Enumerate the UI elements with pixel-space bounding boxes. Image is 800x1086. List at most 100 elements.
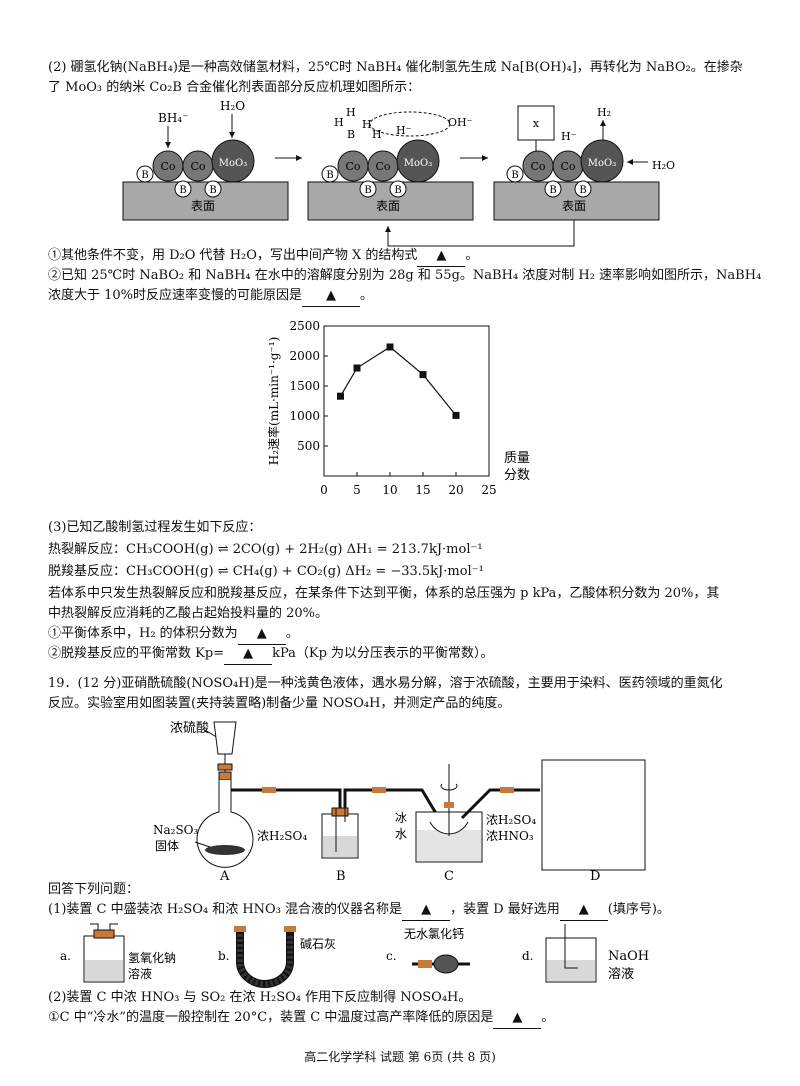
series-line [339, 346, 457, 416]
sec3-q2: ②脱羧基反应的平衡常数 Kp= ▲ kPa（Kp 为以分压表示的平衡常数）。 [48, 644, 760, 665]
reaction-1: 热裂解反应：CH₃COOH(g) ⇌ 2CO(g) + 2H₂(g) ΔH₁ =… [48, 542, 483, 557]
mechanism-panel-1: 表面 Co Co MoO₃ B B B BH₄⁻ H₂O [122, 99, 289, 221]
q2-1-line: ①其他条件不变，用 D₂O 代替 H₂O，写出中间产物 X 的结构式 ▲。 [48, 246, 760, 267]
svg-text:碱石灰: 碱石灰 [300, 937, 336, 951]
svg-text:MoO₃: MoO₃ [219, 158, 247, 169]
svg-text:H: H [334, 116, 344, 129]
svg-text:Co: Co [190, 160, 205, 173]
svg-text:H: H [372, 128, 382, 141]
svg-text:H⁻: H⁻ [561, 130, 577, 143]
svg-text:Co: Co [530, 160, 545, 173]
sec3-title: (3)已知乙酸制氢过程发生如下反应： [48, 520, 262, 535]
svg-text:Na₂SO₃: Na₂SO₃ [153, 823, 199, 837]
svg-text:Co: Co [345, 160, 360, 173]
svg-text:x: x [533, 117, 540, 130]
answer-blank[interactable]: ▲ [493, 1008, 542, 1029]
svg-text:表面: 表面 [376, 199, 400, 213]
svg-text:Co: Co [560, 160, 575, 173]
answer-intro: 回答下列问题： [48, 882, 140, 897]
svg-text:B: B [394, 185, 401, 196]
answer-blank[interactable]: ▲ [559, 900, 608, 921]
svg-text:H₂O: H₂O [652, 159, 675, 172]
svg-text:MoO₃: MoO₃ [404, 158, 432, 169]
data-point [419, 371, 427, 379]
svg-text:氢氧化钠: 氢氧化钠 [128, 950, 176, 965]
svg-text:d.: d. [522, 949, 534, 963]
q19-2-1: ①C 中“冷水”的温度一般控制在 20°C，装置 C 中温度过高产率降低的原因是… [48, 1008, 760, 1029]
svg-text:OH⁻: OH⁻ [448, 116, 473, 129]
svg-text:无水氯化钙: 无水氯化钙 [404, 927, 464, 941]
reaction-2: 脱羧基反应：CH₃COOH(g) ⇌ CH₄(g) + CO₂(g) ΔH₂ =… [48, 564, 484, 579]
data-point [337, 392, 344, 400]
svg-text:溶液: 溶液 [128, 966, 152, 981]
rate-chart: 500 1000 1500 2000 2500 0 5 10 15 20 25 H₂速率(mL·min… [266, 319, 530, 497]
q19-para-1: 19．(12 分)亚硝酰硫酸(NOSO₄H)是一种浅黄色液体，遇水易分解，溶于浓… [48, 676, 723, 691]
x-tick-label: 10 [382, 483, 397, 497]
svg-text:B: B [141, 170, 148, 181]
label-D: D [590, 869, 600, 884]
svg-text:B: B [549, 185, 556, 196]
x-tick-label: 15 [415, 483, 430, 497]
mechanism-diagram: 表面 Co Co MoO₃ B B B BH₄⁻ H₂O 表面 Co Co Mo… [122, 99, 675, 247]
y-tick-label: 1500 [289, 379, 320, 393]
answer-blank[interactable]: ▲ [402, 900, 451, 921]
intro-line-2: 了 MoO₃ 的纳米 Co₂B 合金催化剂表面部分反应机理如图所示： [48, 80, 421, 95]
svg-text:H₂O: H₂O [220, 99, 245, 113]
page-footer: 高二化学学科 试题 第 6页 (共 8 页) [304, 1050, 496, 1064]
svg-text:溶液: 溶液 [608, 967, 634, 982]
svg-text:B: B [579, 185, 586, 196]
sec3-q1: ①平衡体系中，H₂ 的体积分数为 ▲。 [48, 624, 760, 645]
label-A: A [219, 869, 230, 884]
svg-text:H₂: H₂ [597, 106, 611, 119]
mechanism-panel-2: 表面 Co Co MoO₃ B B B H H B H H H⁻ OH⁻ [307, 106, 474, 221]
answer-blank[interactable]: ▲ [224, 644, 273, 665]
svg-text:B: B [209, 185, 216, 196]
svg-text:H: H [362, 118, 372, 131]
apparatus-diagram: 浓硫酸 Na₂SO₃ 固体 A 浓H₂SO₄ B 冰 水 浓H₂SO₄ 浓HNO… [153, 721, 646, 884]
y-tick-label: 2500 [289, 319, 320, 333]
x-tick-label: 5 [353, 483, 361, 497]
y-tick-label: 2000 [289, 349, 320, 363]
label-B: B [336, 869, 346, 884]
label-C: C [444, 869, 454, 884]
q19-para-2: 反应。实验室用如图装置(夹持装置略)制备少量 NOSO₄H，并测定产品的纯度。 [48, 696, 511, 711]
conc-h2so4-label: 浓硫酸 [170, 721, 209, 736]
plot-frame [323, 325, 490, 477]
svg-text:固体: 固体 [155, 839, 179, 853]
x-tick-label: 0 [320, 483, 328, 497]
svg-text:c.: c. [386, 949, 397, 963]
svg-text:a.: a. [60, 949, 71, 963]
svg-text:B: B [364, 185, 371, 196]
svg-text:浓H₂SO₄: 浓H₂SO₄ [486, 813, 536, 827]
q2-2-line-1: ②已知 25℃时 NaBO₂ 和 NaBH₄ 在水中的溶解度分别为 28g 和 … [48, 268, 762, 283]
svg-text:BH₄⁻: BH₄⁻ [158, 111, 188, 125]
surface-label: 表面 [191, 199, 215, 213]
svg-text:B: B [347, 128, 355, 141]
data-point [452, 411, 460, 419]
q19-2: (2)装置 C 中浓 HNO₃ 与 SO₂ 在浓 H₂SO₄ 作用下反应制得 N… [48, 990, 472, 1005]
x-axis-label: 分数 [504, 468, 530, 483]
y-axis-label: H₂速率(mL·min⁻¹·g⁻¹) [266, 337, 281, 466]
sec3-para-2: 中热裂解反应消耗的乙酸占起始投料量的 20%。 [48, 606, 329, 621]
q2-2-line-2: 浓度大于 10%时反应速率变慢的可能原因是 ▲。 [48, 286, 760, 307]
sec3-para-1: 若体系中只发生热裂解反应和脱羧基反应，在某条件下达到平衡，体系的总压强为 p k… [48, 586, 720, 601]
x-box [517, 105, 555, 141]
x-axis-label: 质量 [504, 451, 530, 466]
svg-text:冰: 冰 [395, 811, 407, 825]
q19-1: (1)装置 C 中盛装浓 H₂SO₄ 和浓 HNO₃ 混合液的仪器名称是 ▲ ，装置… [48, 900, 760, 921]
svg-text:水: 水 [395, 827, 407, 841]
data-point [353, 364, 361, 372]
answer-blank[interactable]: ▲ [417, 246, 466, 267]
intro-line-1: (2) 硼氢化钠(NaBH₄)是一种高效储氢材料，25℃时 NaBH₄ 催化制氢… [48, 60, 743, 75]
svg-text:Co: Co [160, 160, 175, 173]
answer-blank[interactable]: ▲ [302, 286, 361, 307]
data-point [386, 343, 394, 351]
svg-text:b.: b. [218, 949, 230, 963]
y-tick-label: 500 [297, 439, 320, 453]
svg-text:NaOH: NaOH [608, 949, 649, 964]
svg-text:B: B [179, 185, 186, 196]
answer-blank[interactable]: ▲ [237, 624, 286, 645]
mechanism-panel-3: 表面 Co Co MoO₃ B B B x H⁻ H₂ H₂O [493, 105, 675, 221]
x-tick-label: 20 [448, 483, 463, 497]
svg-text:H⁻: H⁻ [396, 124, 412, 137]
